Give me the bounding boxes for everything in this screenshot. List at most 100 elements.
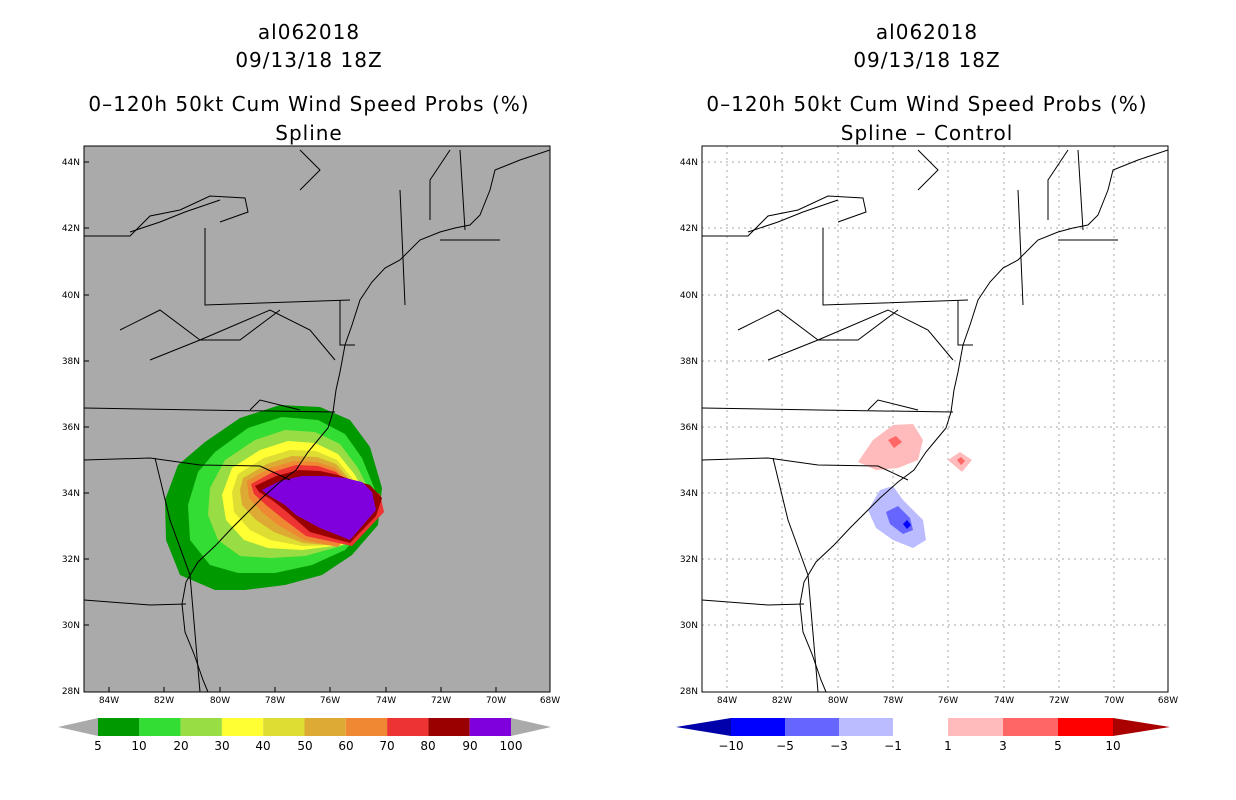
lat-label: 32N: [62, 555, 80, 565]
coastlines: [702, 149, 1168, 692]
colorbar-labels-difference: −10 −5 −3 −1 1 3 5 10: [718, 739, 1120, 753]
colorbar-label: 70: [379, 739, 394, 753]
colorbar-label: −10: [718, 739, 743, 753]
map-background: [702, 146, 1168, 692]
lon-label: 74W: [994, 696, 1014, 706]
lat-label: 34N: [62, 489, 80, 499]
lon-label: 82W: [772, 696, 792, 706]
lat-label: 38N: [62, 357, 80, 367]
lat-label: 28N: [680, 687, 698, 697]
colorbar-swatch: [1113, 718, 1170, 736]
colorbar-swatch: [948, 718, 1003, 736]
map-frame: [83, 145, 551, 693]
colorbar-label: 80: [420, 739, 435, 753]
map-frame: [701, 145, 1169, 693]
colorbar-label: −3: [830, 739, 848, 753]
storm-id: al062018: [257, 20, 361, 44]
lon-label: 78W: [265, 696, 285, 706]
colorbar-label: 50: [297, 739, 312, 753]
lat-label: 36N: [680, 423, 698, 433]
colorbar-swatch: [839, 718, 893, 736]
lat-label: 42N: [680, 224, 698, 234]
lon-label: 72W: [1049, 696, 1069, 706]
lon-label: 84W: [717, 696, 737, 706]
panel-subtitle: Spline – Control: [840, 121, 1014, 145]
colorbar-label: 10: [1105, 739, 1120, 753]
difference-contours: [858, 424, 972, 548]
panel-spline: al062018 09/13/18 18Z 0–120h 50kt Cum Wi…: [58, 20, 560, 753]
colorbar-swatch: [731, 718, 785, 736]
probability-contours: [165, 405, 384, 590]
lon-label: 68W: [540, 696, 560, 706]
lon-labels: 84W 82W 80W 78W 76W 74W 72W 70W 68W: [99, 696, 560, 706]
lon-label: 70W: [1104, 696, 1124, 706]
lon-label: 76W: [320, 696, 340, 706]
panel-difference: al062018 09/13/18 18Z 0–120h 50kt Cum Wi…: [618, 0, 1236, 800]
colorbar-label: −1: [884, 739, 902, 753]
colorbar-label: 3: [999, 739, 1007, 753]
panel-subtitle: Spline: [275, 121, 343, 145]
colorbar-label: 20: [173, 739, 188, 753]
colorbar-swatch: [98, 718, 140, 736]
lon-label: 78W: [883, 696, 903, 706]
colorbar-label: 60: [338, 739, 353, 753]
lat-label: 30N: [62, 621, 80, 631]
product-title: 0–120h 50kt Cum Wind Speed Probs (%): [706, 92, 1148, 116]
lon-label: 80W: [210, 696, 230, 706]
lon-label: 70W: [486, 696, 506, 706]
colorbar-swatch: [676, 718, 731, 736]
lat-label: 34N: [680, 489, 698, 499]
lat-label: 36N: [62, 423, 80, 433]
storm-id: al062018: [875, 20, 979, 44]
map-spline: 44N 42N 40N 38N 36N 34N 32N 30N 28N 84W …: [58, 145, 560, 753]
lat-label: 42N: [62, 224, 80, 234]
lon-label: 72W: [431, 696, 451, 706]
lat-ticks: [84, 161, 89, 626]
lat-labels: 44N 42N 40N 38N 36N 34N 32N 30N 28N: [62, 158, 80, 697]
datetime: 09/13/18 18Z: [853, 48, 1001, 72]
lat-label: 38N: [680, 357, 698, 367]
colorbar-label: 30: [214, 739, 229, 753]
colorbar-label: 1: [944, 739, 952, 753]
colorbar-swatch: [263, 718, 305, 736]
colorbar-swatch: [387, 718, 429, 736]
colorbar-label: −5: [776, 739, 794, 753]
grid-lines: [702, 146, 1168, 692]
lat-label: 40N: [680, 291, 698, 301]
colorbar-swatch: [428, 718, 470, 736]
lon-ticks: [108, 687, 497, 692]
colorbar-swatch: [304, 718, 346, 736]
lon-label: 68W: [1158, 696, 1178, 706]
colorbar-label: 5: [1054, 739, 1062, 753]
colorbar-swatch: [221, 718, 264, 736]
lon-label: 74W: [376, 696, 396, 706]
colorbar-swatch: [1058, 718, 1113, 736]
lat-label: 32N: [680, 555, 698, 565]
product-title: 0–120h 50kt Cum Wind Speed Probs (%): [88, 92, 530, 116]
colorbar-swatch: [893, 718, 948, 736]
colorbar-spline: [58, 718, 551, 736]
lat-labels: 44N 42N 40N 38N 36N 34N 32N 30N 28N: [680, 158, 698, 697]
colorbar-swatch: [469, 718, 511, 736]
lon-labels: 84W 82W 80W 78W 76W 74W 72W 70W 68W: [717, 696, 1178, 706]
colorbar-swatch: [180, 718, 222, 736]
lat-label: 44N: [62, 158, 80, 168]
colorbar-label: 90: [462, 739, 477, 753]
map-difference: 44N 42N 40N 38N 36N 34N 32N 30N 28N 84W …: [676, 145, 1178, 753]
colorbar-difference: [676, 718, 1170, 736]
colorbar-swatch: [785, 718, 839, 736]
datetime: 09/13/18 18Z: [235, 48, 383, 72]
lon-label: 80W: [828, 696, 848, 706]
lon-label: 84W: [99, 696, 119, 706]
lon-label: 76W: [938, 696, 958, 706]
lon-label: 82W: [154, 696, 174, 706]
colorbar-labels-spline: 5 10 20 30 40 50 60 70 80 90 100: [94, 739, 522, 753]
colorbar-swatch: [139, 718, 181, 736]
colorbar-swatch: [1003, 718, 1058, 736]
lat-label: 30N: [680, 621, 698, 631]
colorbar-label: 5: [94, 739, 102, 753]
colorbar-swatch: [345, 718, 388, 736]
lat-label: 44N: [680, 158, 698, 168]
lat-label: 28N: [62, 687, 80, 697]
coastlines: [84, 149, 550, 692]
